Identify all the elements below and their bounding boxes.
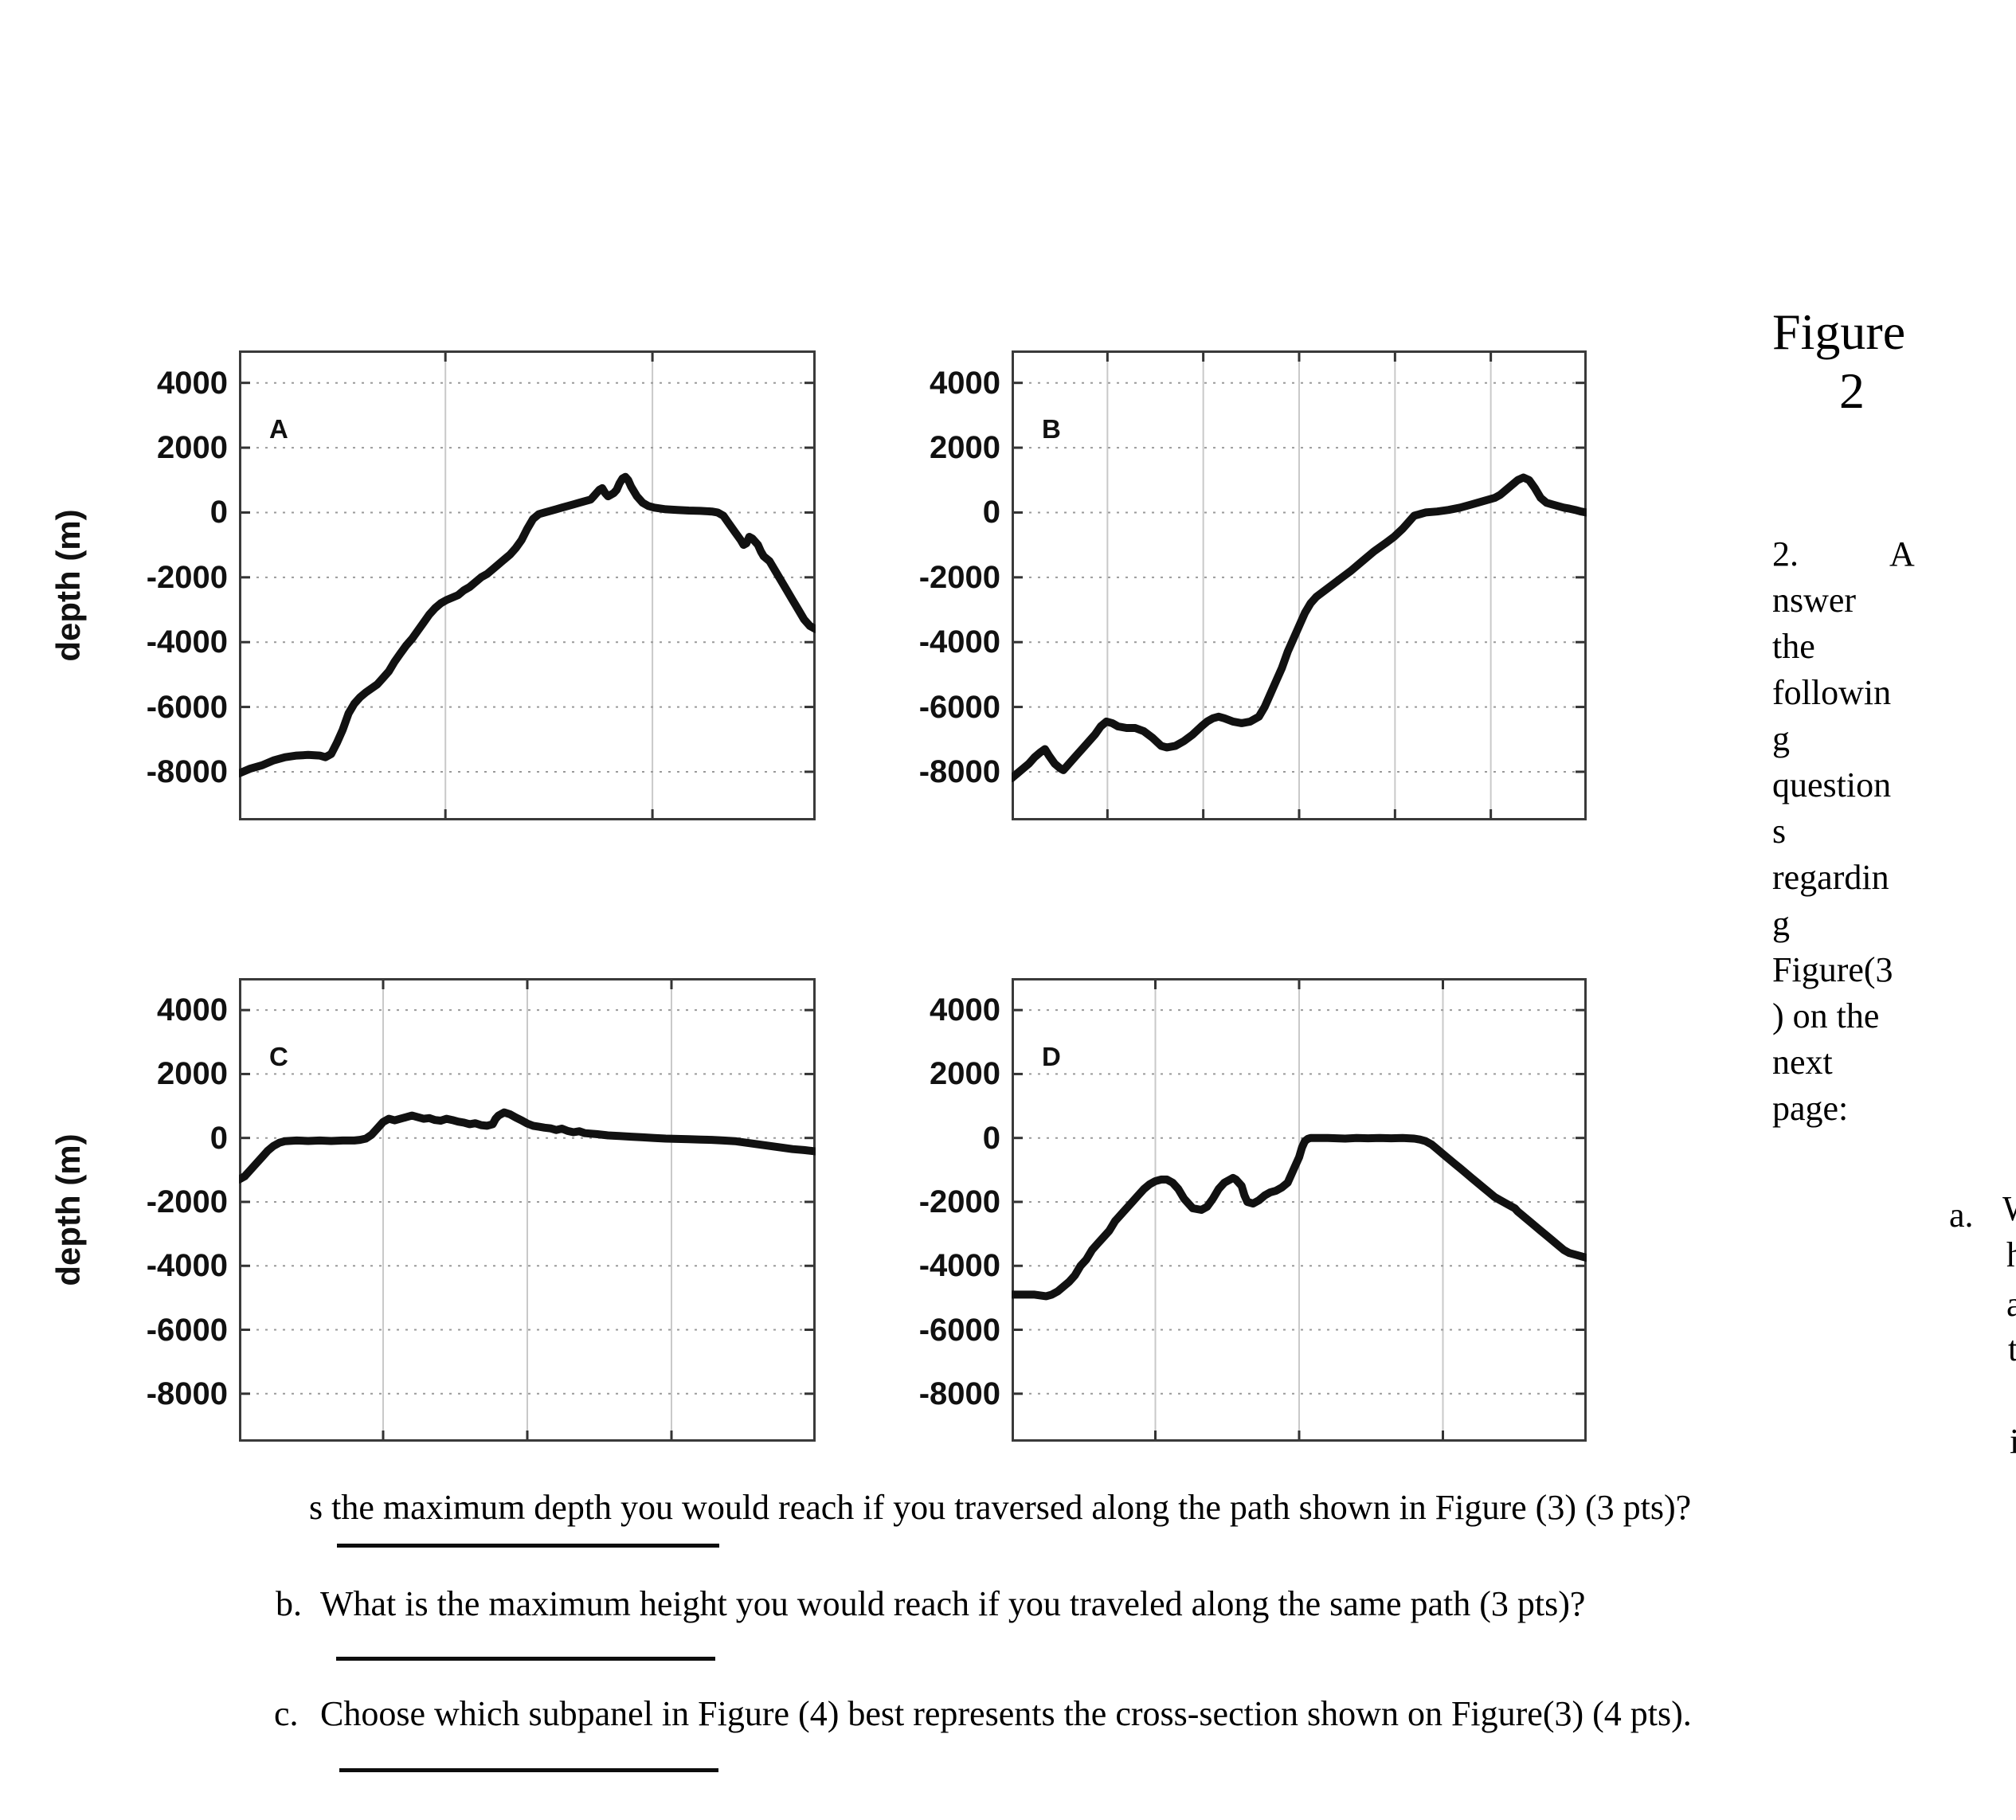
- ytick-label: 0: [982, 495, 1000, 530]
- ytick-label: 4000: [930, 365, 1000, 401]
- ytick-label: -2000: [146, 1184, 228, 1219]
- ytick-label: 2000: [157, 430, 228, 466]
- question2-wrap-line: next: [1772, 1043, 1833, 1082]
- panel-B-plot: [1012, 350, 1587, 820]
- panel-letter-D: D: [1042, 1042, 1061, 1071]
- ytick-label: -6000: [146, 689, 228, 725]
- question-a-label: a.: [1949, 1196, 1974, 1235]
- plot-frame: [239, 350, 816, 820]
- ytick-label: -4000: [146, 1248, 228, 1284]
- question2-wrap-line: ) on the: [1772, 996, 1880, 1035]
- clipped-edge-text: t: [2008, 1329, 2016, 1368]
- ytick-label: -6000: [918, 689, 1000, 725]
- panel-C-plot: [239, 978, 816, 1442]
- panel-letter-A: A: [269, 414, 288, 444]
- question2-wrap-line: followin: [1772, 673, 1892, 712]
- question-a-text-continuation: s the maximum depth you would reach if y…: [309, 1488, 1692, 1527]
- ytick-label: 4000: [157, 992, 228, 1028]
- panel-letter-B: B: [1042, 414, 1061, 444]
- ytick-label: 2000: [930, 430, 1000, 466]
- ytick-label: 2000: [157, 1056, 228, 1092]
- question-b-label: b.: [276, 1584, 302, 1623]
- y-axis-label: depth (m): [49, 509, 87, 662]
- ytick-label: -6000: [918, 1312, 1000, 1348]
- depth-profile-line-A: [239, 472, 816, 777]
- ytick-label: -8000: [918, 753, 1000, 789]
- answer-blank-c: [339, 1768, 718, 1772]
- depth-profile-line-D: [1012, 1133, 1587, 1301]
- figure-caption-line2: 2: [1839, 362, 1865, 419]
- answer-blank-a: [337, 1544, 719, 1548]
- ytick-label: 4000: [930, 992, 1000, 1028]
- ytick-label: -8000: [918, 1376, 1000, 1411]
- question2-wrap-line: the: [1772, 627, 1815, 666]
- y-axis-label: depth (m): [49, 1133, 87, 1286]
- question-c-text: Choose which subpanel in Figure (4) best…: [320, 1694, 1692, 1733]
- clipped-edge-text: i: [2010, 1422, 2016, 1461]
- question2-wrap-line: question: [1772, 765, 1892, 804]
- question2-wrap-line: Figure(3: [1772, 950, 1893, 989]
- question-b-text: What is the maximum height you would rea…: [320, 1584, 1586, 1623]
- plot-frame: [1012, 350, 1587, 820]
- ytick-label: -6000: [146, 1312, 228, 1348]
- panel-D-plot: [1012, 978, 1587, 1442]
- figure-caption-line1: Figure: [1772, 303, 1906, 360]
- ytick-label: -2000: [146, 559, 228, 595]
- ytick-label: -4000: [918, 624, 1000, 660]
- ytick-label: -2000: [918, 1184, 1000, 1219]
- question2-first-letter: A: [1889, 534, 1915, 573]
- question-c-label: c.: [274, 1694, 299, 1733]
- clipped-edge-text: a: [2006, 1285, 2016, 1324]
- question2-wrap-line: page:: [1772, 1089, 1849, 1128]
- ytick-label: -4000: [146, 624, 228, 660]
- clipped-edge-text: h: [2006, 1235, 2016, 1274]
- question2-wrap-line: g: [1772, 719, 1790, 758]
- answer-blank-b: [336, 1657, 715, 1661]
- depth-profile-line-C: [239, 1108, 816, 1184]
- ytick-label: -8000: [146, 753, 228, 789]
- ytick-label: -2000: [918, 559, 1000, 595]
- panel-letter-C: C: [269, 1042, 288, 1071]
- plot-frame: [1012, 978, 1587, 1442]
- plot-frame: [239, 978, 816, 1442]
- question2-wrap-line: g: [1772, 904, 1790, 943]
- ytick-label: 0: [209, 495, 228, 530]
- question2-wrap-line: regardin: [1772, 858, 1889, 897]
- ytick-label: 0: [209, 1120, 228, 1156]
- panel-A-plot: [239, 350, 816, 820]
- question2-item-number: 2.: [1772, 534, 1799, 573]
- ytick-label: 2000: [930, 1056, 1000, 1092]
- ytick-label: -8000: [146, 1376, 228, 1411]
- clipped-edge-text: W: [2002, 1188, 2016, 1229]
- question2-wrap-line: nswer: [1772, 581, 1857, 620]
- ytick-label: 4000: [157, 365, 228, 401]
- depth-profile-line-B: [1012, 473, 1587, 783]
- ytick-label: 0: [982, 1120, 1000, 1156]
- ytick-label: -4000: [918, 1248, 1000, 1284]
- question2-wrap-line: s: [1772, 812, 1787, 851]
